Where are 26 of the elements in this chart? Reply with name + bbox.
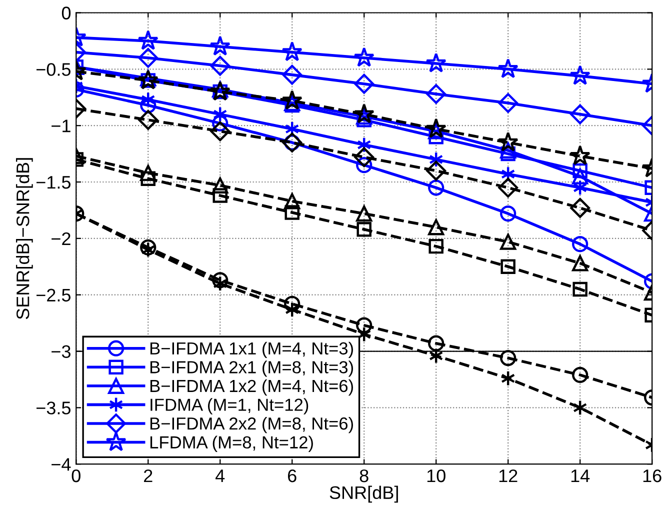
legend-label: B−IFDMA 2x1 (M=8, Nt=3) <box>150 360 353 377</box>
y-tick-label: −4 <box>52 458 71 471</box>
y-tick-label: 0 <box>62 6 71 20</box>
x-tick-label: 2 <box>144 469 152 482</box>
x-tick-label: 16 <box>643 469 662 482</box>
x-tick-label: 4 <box>216 470 225 482</box>
x-tick-label: 8 <box>360 469 368 482</box>
y-tick-label: −1.5 <box>36 176 71 189</box>
legend-label: B−IFDMA 1x1 (M=4, Nt=3) <box>150 342 353 358</box>
x-axis-title: SNR[dB] <box>330 486 398 503</box>
legend-label: B−IFDMA 2x2 (M=8, Nt=6) <box>150 416 353 434</box>
legend-label: B−IFDMA 1x2 (M=4, Nt=6) <box>150 379 353 396</box>
y-tick-label: −2.5 <box>36 288 71 302</box>
x-tick-label: 10 <box>427 469 446 482</box>
y-tick-label: −2 <box>52 232 70 245</box>
x-tick-label: 6 <box>288 469 296 482</box>
legend-label: IFDMA (M=1, Nt=12) <box>150 398 308 414</box>
legend-label: LFDMA (M=8, Nt=12) <box>150 436 313 452</box>
y-tick-label: −3 <box>52 345 70 358</box>
x-tick-label: 12 <box>499 469 518 482</box>
y-tick-label: −1 <box>52 120 70 132</box>
y-tick-label: −3.5 <box>36 402 71 414</box>
x-tick-label: 14 <box>571 470 590 482</box>
y-tick-label: −0.5 <box>36 63 71 76</box>
y-axis-title: SENR[dB]−SNR[dB] <box>16 158 33 320</box>
x-tick-label: 0 <box>72 469 80 482</box>
